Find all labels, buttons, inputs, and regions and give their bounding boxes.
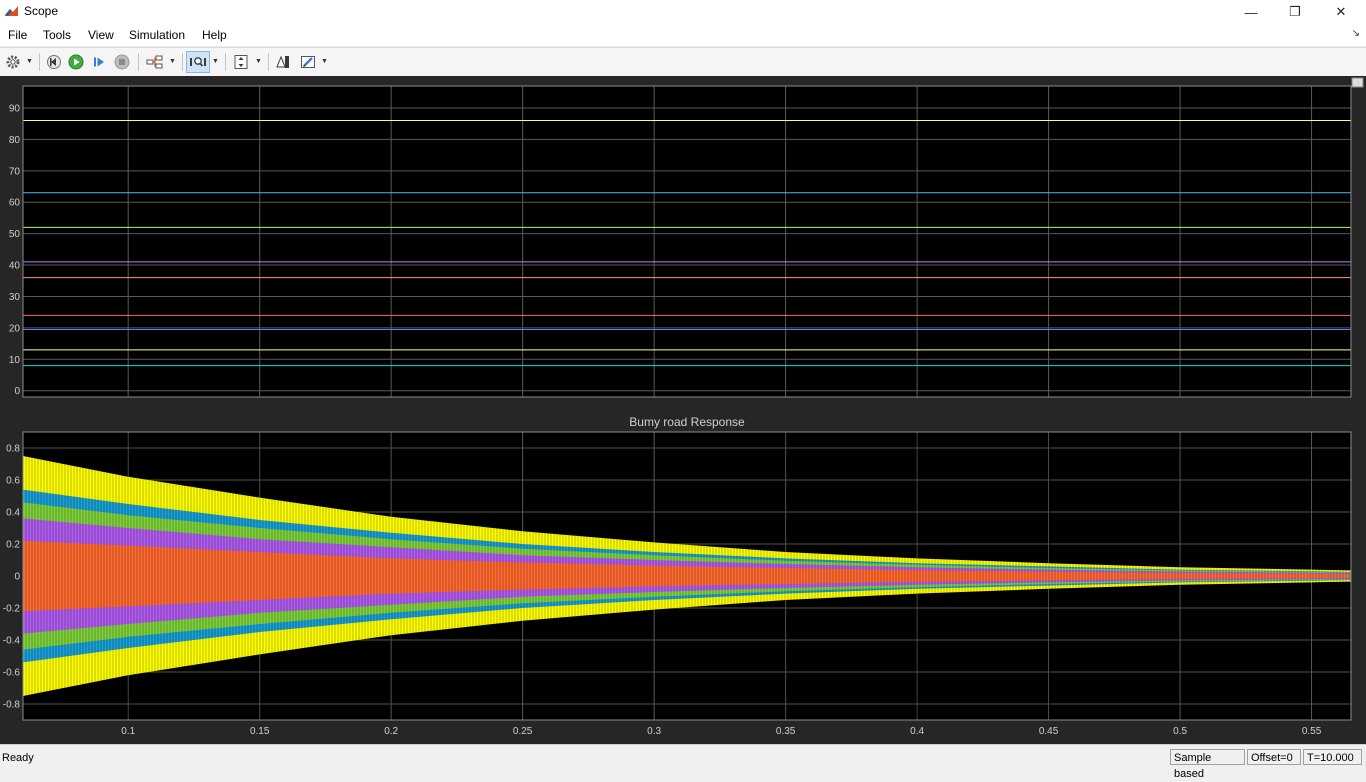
menu-help[interactable]: Help (202, 28, 227, 42)
menu-file[interactable]: File (8, 28, 28, 42)
step-forward-icon (94, 57, 104, 67)
y-tick-label: -0.2 (3, 604, 21, 615)
scope-plot-area: 0 10 20 30 40 50 60 70 80 90 -0.8 -0.6 -0.4 -0.2 0 0.2… (0, 76, 1366, 744)
y-tick-label: 0.2 (6, 540, 20, 551)
y-tick-label: -0.6 (3, 668, 21, 679)
y-tick-label: 70 (9, 166, 21, 177)
bottom-axes[interactable]: -0.8 -0.6 -0.4 -0.2 0 0.2 0.4 0.6 0.8 0.1 0.15 0.2 0… (3, 415, 1352, 737)
y-tick-label: -0.8 (3, 700, 21, 711)
gear-icon (6, 55, 20, 69)
plot-frame (22, 85, 1352, 398)
scope-plots: 0 10 20 30 40 50 60 70 80 90 -0.8 -0.6 -0.4 -0.2 0 0.2… (3, 77, 1364, 737)
run-button[interactable] (66, 51, 86, 73)
stop-button[interactable] (112, 51, 132, 73)
toolbar-separator (268, 53, 269, 71)
scale-axes-icon (234, 55, 248, 69)
restore-icon: ❐ (1289, 4, 1301, 19)
x-tick-label: 0.4 (910, 726, 924, 737)
dock-arrow-icon[interactable]: ↘ (1351, 28, 1360, 39)
y-tick-label: 40 (9, 261, 21, 272)
menu-view[interactable]: View (88, 28, 114, 42)
oscillation-texture (23, 432, 1350, 720)
status-ready: Ready (2, 752, 34, 764)
highlight-button[interactable] (297, 51, 319, 73)
settings-button[interactable] (3, 51, 23, 73)
close-icon: ✕ (1335, 4, 1347, 19)
signal-selector-icon (146, 55, 163, 69)
stop-icon (114, 54, 130, 70)
status-bar: Ready Sample based Offset=0 T=10.000 (0, 744, 1366, 780)
y-tick-label: 50 (9, 229, 21, 240)
status-sample-based: Sample based (1170, 749, 1245, 780)
y-tick-label: 0 (14, 572, 20, 583)
step-forward-button[interactable] (89, 51, 109, 73)
trigger-button[interactable] (272, 51, 294, 73)
close-button[interactable]: ✕ (1318, 0, 1364, 24)
y-tick-label: 30 (9, 292, 21, 303)
toolbar-separator (225, 53, 226, 71)
y-tick-label: 0.6 (6, 476, 20, 487)
trigger-icon (276, 55, 289, 68)
plot-frame (22, 431, 1352, 721)
x-tick-label: 0.3 (647, 726, 661, 737)
window-title: Scope (24, 4, 59, 18)
y-tick-label: 0.8 (6, 444, 20, 455)
y-tick-label: 0.4 (6, 508, 20, 519)
y-tick-label: 60 (9, 198, 21, 209)
top-axes[interactable]: 0 10 20 30 40 50 60 70 80 90 (9, 85, 1352, 398)
step-back-icon (47, 55, 61, 69)
minimize-button[interactable]: — (1228, 0, 1274, 24)
highlight-dropdown-icon[interactable]: ▼ (321, 58, 328, 65)
status-time: T=10.000 (1303, 749, 1362, 765)
scale-dropdown-icon[interactable]: ▼ (255, 58, 262, 65)
matlab-icon (4, 4, 19, 19)
x-tick-label: 0.35 (776, 726, 796, 737)
x-tick-label: 0.5 (1173, 726, 1187, 737)
status-offset: Offset=0 (1247, 749, 1301, 765)
signal-dropdown-icon[interactable]: ▼ (169, 58, 176, 65)
y-tick-label: -0.4 (3, 636, 21, 647)
settings-dropdown-icon[interactable]: ▼ (26, 58, 33, 65)
toolbar-separator (182, 53, 183, 71)
x-tick-label: 0.15 (250, 726, 270, 737)
step-back-button[interactable] (44, 51, 64, 73)
toolbar-separator (138, 53, 139, 71)
zoom-button[interactable] (186, 51, 210, 73)
scale-axes-button[interactable] (230, 51, 252, 73)
toolbar-separator (39, 53, 40, 71)
x-tick-label: 0.25 (513, 726, 533, 737)
menu-simulation[interactable]: Simulation (129, 28, 186, 42)
x-tick-label: 0.2 (384, 726, 398, 737)
signal-selector-button[interactable] (144, 51, 166, 73)
zoom-icon (190, 57, 206, 67)
menu-tools[interactable]: Tools (43, 28, 72, 42)
y-tick-label: 80 (9, 135, 21, 146)
plot-title: Bumy road Response (629, 415, 745, 429)
toolbar: ▼ ▼ ▼ ▼ ▼ (0, 47, 1366, 77)
minimize-icon: — (1244, 4, 1258, 20)
y-tick-label: 0 (14, 386, 20, 397)
undock-icon[interactable] (1351, 77, 1364, 88)
x-tick-label: 0.45 (1039, 726, 1059, 737)
x-tick-label: 0.1 (121, 726, 135, 737)
title-bar: Scope — ❐ ✕ (0, 0, 1366, 24)
y-tick-label: 20 (9, 323, 21, 334)
zoom-dropdown-icon[interactable]: ▼ (212, 58, 219, 65)
x-tick-label: 0.55 (1302, 726, 1322, 737)
highlight-icon (301, 56, 315, 68)
y-tick-label: 90 (9, 103, 21, 114)
plot-background (23, 86, 1351, 397)
y-tick-label: 10 (9, 355, 21, 366)
series-band-4 (23, 540, 1351, 612)
restore-button[interactable]: ❐ (1272, 0, 1318, 24)
run-icon (68, 54, 84, 70)
menu-bar: File Tools View Simulation Help ↘ (0, 24, 1366, 46)
